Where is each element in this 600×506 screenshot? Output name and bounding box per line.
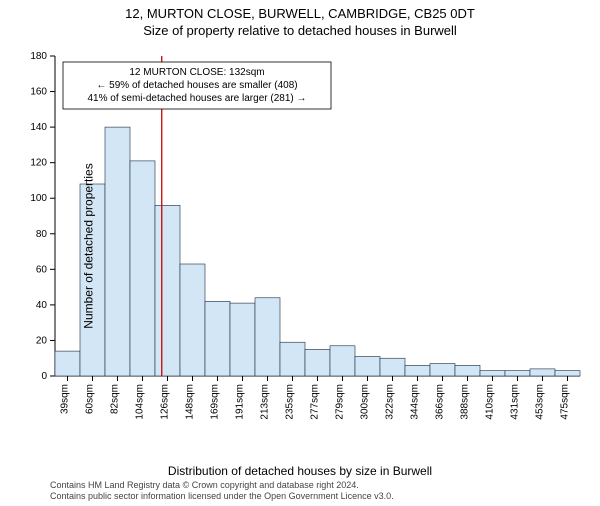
x-tick-label: 366sqm <box>435 384 446 420</box>
svg-text:180: 180 <box>30 51 47 62</box>
x-tick-label: 235sqm <box>285 384 296 420</box>
histogram-bar <box>555 371 580 376</box>
histogram-bar <box>55 351 80 376</box>
x-tick-label: 104sqm <box>135 384 146 420</box>
x-tick-label: 431sqm <box>510 384 521 420</box>
histogram-bar <box>130 161 155 376</box>
x-tick-label: 388sqm <box>460 384 471 420</box>
chart-title-main: 12, MURTON CLOSE, BURWELL, CAMBRIDGE, CB… <box>0 6 600 21</box>
histogram-bar <box>305 349 330 376</box>
copyright-notice: Contains HM Land Registry data © Crown c… <box>50 480 394 502</box>
annotation-line: 41% of semi-detached houses are larger (… <box>87 93 306 104</box>
histogram-bar <box>255 298 280 376</box>
svg-text:80: 80 <box>36 229 48 240</box>
copyright-line-1: Contains HM Land Registry data © Crown c… <box>50 480 394 491</box>
svg-text:40: 40 <box>36 300 48 311</box>
x-tick-label: 344sqm <box>410 384 421 420</box>
histogram-bar <box>230 303 255 376</box>
x-tick-label: 191sqm <box>235 384 246 420</box>
x-tick-label: 279sqm <box>335 384 346 420</box>
x-tick-label: 126sqm <box>160 384 171 420</box>
svg-text:140: 140 <box>30 122 47 133</box>
x-tick-label: 300sqm <box>360 384 371 420</box>
x-tick-label: 475sqm <box>560 384 571 420</box>
svg-text:0: 0 <box>41 371 47 382</box>
histogram-bar <box>380 358 405 376</box>
histogram-bar <box>105 127 130 376</box>
svg-text:160: 160 <box>30 87 47 98</box>
svg-text:20: 20 <box>36 335 48 346</box>
svg-text:100: 100 <box>30 193 47 204</box>
histogram-bar <box>405 365 430 376</box>
histogram-bar <box>455 365 480 376</box>
y-axis-label: Number of detached properties <box>82 163 96 328</box>
x-tick-label: 322sqm <box>385 384 396 420</box>
x-tick-label: 39sqm <box>60 384 71 414</box>
annotation-line: 12 MURTON CLOSE: 132sqm <box>129 67 264 78</box>
x-tick-label: 410sqm <box>485 384 496 420</box>
histogram-bar <box>355 356 380 376</box>
histogram-bar <box>280 342 305 376</box>
svg-text:60: 60 <box>36 264 48 275</box>
x-tick-label: 453sqm <box>535 384 546 420</box>
histogram-bar <box>155 205 180 376</box>
x-tick-label: 148sqm <box>185 384 196 420</box>
histogram-bar <box>530 369 555 376</box>
chart-container: Number of detached properties 0 20 40 60 80 1… <box>0 46 600 446</box>
copyright-line-2: Contains public sector information licen… <box>50 491 394 502</box>
x-tick-label: 213sqm <box>260 384 271 420</box>
annotation-line: ← 59% of detached houses are smaller (40… <box>96 80 297 91</box>
x-tick-label: 82sqm <box>110 384 121 414</box>
chart-title-sub: Size of property relative to detached ho… <box>0 23 600 38</box>
histogram-bar <box>505 371 530 376</box>
x-tick-label: 169sqm <box>210 384 221 420</box>
histogram-bar <box>180 264 205 376</box>
svg-text:120: 120 <box>30 158 47 169</box>
histogram-bar <box>430 364 455 376</box>
x-tick-label: 277sqm <box>310 384 321 420</box>
histogram-bar <box>330 346 355 376</box>
histogram-bar <box>205 301 230 376</box>
x-tick-label: 60sqm <box>85 384 96 414</box>
histogram-bar <box>480 371 505 376</box>
x-axis-label: Distribution of detached houses by size … <box>0 464 600 478</box>
